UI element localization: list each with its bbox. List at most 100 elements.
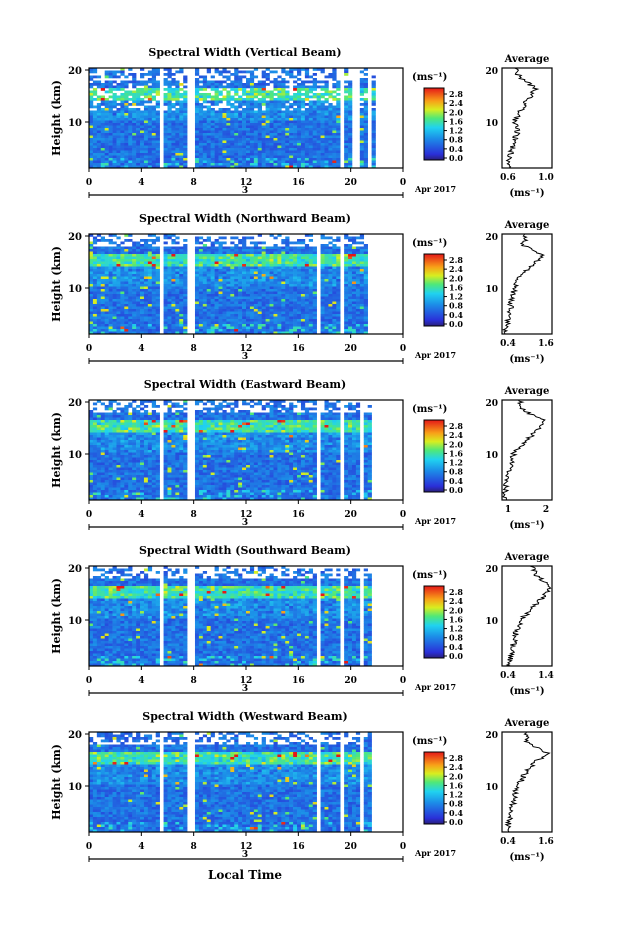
heatmap-cell (344, 321, 349, 325)
heatmap-cell (163, 291, 168, 295)
heatmap-cell (100, 261, 105, 265)
heatmap-cell (230, 269, 235, 272)
heatmap-cell (206, 163, 211, 166)
heatmap-cell (198, 286, 204, 290)
heatmap-cell (140, 160, 145, 164)
heatmap-cell (92, 138, 98, 141)
heatmap-cell (304, 254, 310, 257)
heatmap-cell (253, 88, 259, 91)
heatmap-cell (171, 331, 176, 335)
heatmap-cell (257, 165, 262, 169)
heatmap-cell (265, 271, 270, 275)
heatmap-cell (289, 103, 294, 106)
heatmap-cell (253, 266, 259, 270)
heatmap-cell (202, 113, 208, 116)
heatmap-cell (316, 110, 321, 114)
heatmap-cell (136, 128, 141, 131)
heatmap-cell (124, 264, 129, 267)
heatmap-cell (167, 153, 172, 156)
heatmap-cell (304, 135, 310, 139)
heatmap-cell (324, 284, 329, 287)
heatmap-cell (328, 110, 333, 114)
heatmap-cell (132, 331, 137, 335)
heatmap-cell (324, 163, 329, 166)
heatmap-cell (253, 140, 259, 144)
heatmap-cell (363, 271, 368, 275)
heatmap-cell (143, 138, 149, 141)
heatmap-cell (300, 135, 306, 139)
heatmap-cell (269, 286, 274, 290)
heatmap-cell (312, 321, 317, 325)
heatmap-cell (269, 274, 274, 277)
heatmap-cell (175, 301, 180, 305)
heatmap-cell (281, 68, 286, 71)
heatmap-cell (120, 271, 125, 275)
heatmap-cell (206, 125, 211, 129)
heatmap-cell (143, 271, 149, 275)
heatmap-cell (183, 294, 188, 297)
heatmap-cell (89, 281, 94, 285)
heatmap-cell (324, 120, 329, 124)
heatmap-cell (210, 311, 215, 315)
heatmap-cell (198, 281, 204, 285)
heatmap-cell (112, 75, 117, 79)
heatmap-cell (297, 165, 302, 169)
heatmap-cell (147, 271, 153, 275)
heatmap-cell (304, 153, 310, 156)
heatmap-cell (308, 133, 314, 136)
heatmap-cell (104, 123, 109, 126)
heatmap-cell (96, 108, 102, 111)
heatmap-cell (297, 271, 302, 275)
heatmap-cell (151, 254, 157, 257)
heatmap-cell (116, 115, 121, 119)
heatmap-cell (89, 296, 94, 300)
heatmap-cell (112, 148, 117, 151)
colorbar-tick-label: 1.2 (449, 126, 463, 136)
heatmap-cell (89, 427, 94, 431)
heatmap-cell (198, 145, 204, 149)
heatmap-cell (214, 296, 219, 300)
heatmap-cell (261, 321, 266, 325)
heatmap-cell (277, 251, 282, 255)
heatmap-cell (285, 269, 290, 272)
heatmap-cell (230, 140, 235, 144)
heatmap-cell (344, 68, 349, 71)
heatmap-cell (183, 279, 188, 282)
heatmap-cell (116, 138, 121, 141)
heatmap-cell (140, 301, 145, 305)
heatmap-cell (124, 128, 129, 131)
heatmap-cell (281, 158, 286, 161)
heatmap-cell (269, 304, 274, 307)
heatmap-cell (359, 311, 365, 315)
heatmap-cell (234, 279, 239, 282)
heatmap-cell (222, 133, 227, 136)
heatmap-cell (214, 319, 219, 322)
heatmap-cell (214, 284, 219, 287)
heatmap-cell (163, 246, 168, 250)
heatmap-cell (249, 148, 255, 151)
heatmap-cell (336, 153, 341, 156)
heatmap-cell (163, 254, 168, 257)
heatmap-cell (253, 100, 259, 104)
heatmap-cell (175, 128, 180, 131)
heatmap-cell (281, 309, 286, 312)
heatmap-cell (202, 294, 208, 297)
heatmap-cell (163, 95, 168, 99)
heatmap-cell (136, 286, 141, 290)
heatmap-cell (183, 135, 188, 139)
heatmap-cell (312, 73, 317, 76)
heatmap-cell (143, 148, 149, 151)
heatmap-cell (308, 130, 314, 134)
heatmap-cell (167, 80, 172, 84)
heatmap-cell (100, 289, 105, 292)
heatmap-cell (328, 306, 333, 310)
heatmap-cell (167, 163, 172, 166)
heatmap-cell (328, 304, 333, 307)
heatmap-cell (257, 145, 262, 149)
heatmap-cell (234, 259, 239, 262)
heatmap-cell (355, 306, 361, 310)
heatmap-cell (281, 329, 286, 332)
heatmap-cell (355, 261, 361, 265)
heatmap-cell (246, 319, 251, 322)
heatmap-cell (238, 306, 243, 310)
